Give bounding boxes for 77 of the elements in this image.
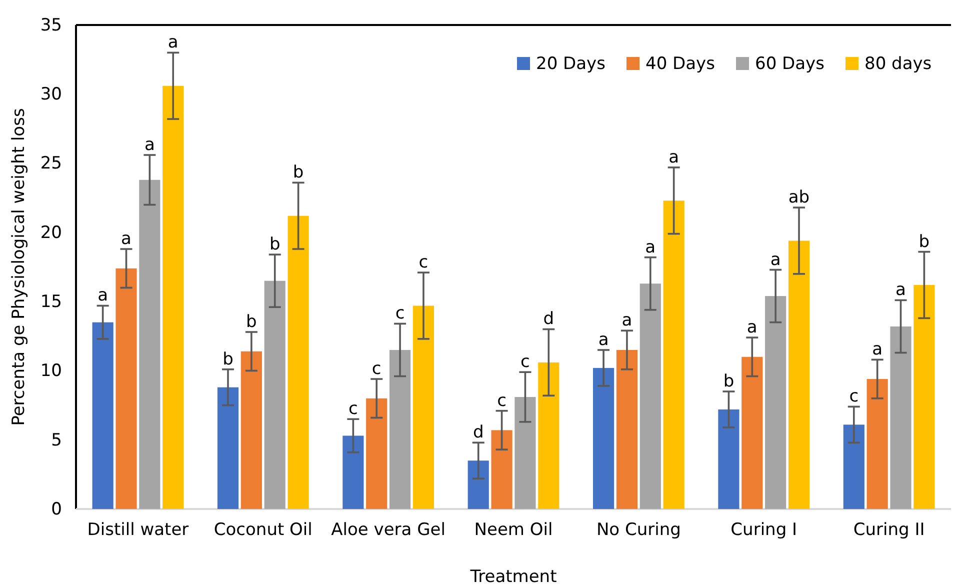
data-label: c bbox=[348, 399, 358, 420]
data-label: a bbox=[598, 330, 609, 350]
data-label: b bbox=[246, 312, 257, 332]
bar bbox=[866, 379, 888, 509]
legend-label: 60 Days bbox=[755, 54, 825, 74]
x-tick-label: Curing II bbox=[853, 520, 925, 540]
y-tick-label: 30 bbox=[40, 84, 62, 105]
bar bbox=[139, 180, 160, 509]
bar bbox=[342, 436, 364, 509]
bar bbox=[514, 396, 536, 509]
y-tick-label: 10 bbox=[40, 361, 62, 382]
bar bbox=[264, 280, 286, 509]
data-label: c bbox=[497, 390, 506, 411]
bar bbox=[788, 240, 810, 509]
data-label: c bbox=[520, 352, 530, 372]
x-tick-label: Aloe vera Gel bbox=[331, 520, 446, 540]
bar bbox=[366, 398, 388, 509]
bar bbox=[718, 409, 740, 509]
data-label: a bbox=[746, 318, 758, 338]
x-tick-label: Neem Oil bbox=[474, 520, 553, 540]
data-label: a bbox=[668, 147, 680, 168]
data-label: b bbox=[269, 234, 280, 255]
data-label: b bbox=[222, 349, 234, 370]
bar bbox=[914, 284, 935, 509]
bar bbox=[742, 356, 763, 509]
data-label: c bbox=[372, 359, 382, 380]
x-tick-label: Curing I bbox=[730, 520, 798, 540]
y-tick-label: 35 bbox=[40, 15, 62, 36]
y-axis-title: Percenta ge Physiological weight loss bbox=[9, 108, 29, 426]
bar bbox=[217, 387, 239, 509]
x-axis-title: Treatment bbox=[469, 567, 558, 586]
data-label: b bbox=[918, 232, 930, 252]
y-tick-label: 25 bbox=[40, 154, 62, 174]
bar bbox=[616, 350, 638, 509]
bar bbox=[389, 350, 411, 509]
data-label: a bbox=[770, 250, 781, 270]
bar bbox=[890, 326, 912, 509]
data-label: c bbox=[418, 252, 428, 273]
data-label: a bbox=[622, 310, 632, 331]
bar bbox=[240, 351, 262, 509]
bar bbox=[162, 86, 184, 509]
data-label: c bbox=[395, 304, 405, 324]
bar bbox=[116, 268, 137, 509]
data-label: d bbox=[472, 422, 484, 443]
data-label: a bbox=[168, 32, 178, 53]
bar bbox=[288, 216, 309, 509]
data-label: d bbox=[543, 309, 554, 330]
x-tick-label: No Curing bbox=[596, 520, 681, 540]
bar bbox=[491, 430, 512, 509]
data-label: a bbox=[98, 286, 108, 306]
legend-label: 40 Days bbox=[646, 54, 716, 74]
data-label: a bbox=[121, 229, 132, 250]
x-tick-label: Distill water bbox=[87, 520, 189, 540]
bar bbox=[412, 306, 434, 509]
data-label: a bbox=[872, 340, 883, 360]
y-tick-label: 5 bbox=[51, 430, 62, 450]
data-label: a bbox=[645, 237, 656, 258]
data-label: b bbox=[723, 371, 734, 392]
data-label: ab bbox=[788, 188, 810, 208]
y-tick-label: 20 bbox=[40, 222, 62, 243]
bar bbox=[468, 460, 489, 509]
bar bbox=[538, 362, 560, 509]
legend-label: 20 Days bbox=[536, 54, 606, 74]
x-tick-label: Coconut Oil bbox=[214, 520, 312, 540]
legend-label: 80 days bbox=[864, 54, 932, 74]
bar bbox=[765, 296, 786, 509]
bar bbox=[640, 284, 661, 509]
bar bbox=[843, 424, 864, 509]
data-label: a bbox=[144, 134, 155, 155]
y-tick-label: 0 bbox=[51, 499, 62, 520]
y-tick-label: 15 bbox=[40, 292, 62, 312]
data-label: b bbox=[292, 162, 304, 183]
data-label: a bbox=[896, 280, 906, 300]
bar bbox=[663, 200, 684, 509]
data-label: c bbox=[849, 386, 859, 407]
bar bbox=[592, 368, 614, 509]
bar bbox=[92, 322, 114, 509]
